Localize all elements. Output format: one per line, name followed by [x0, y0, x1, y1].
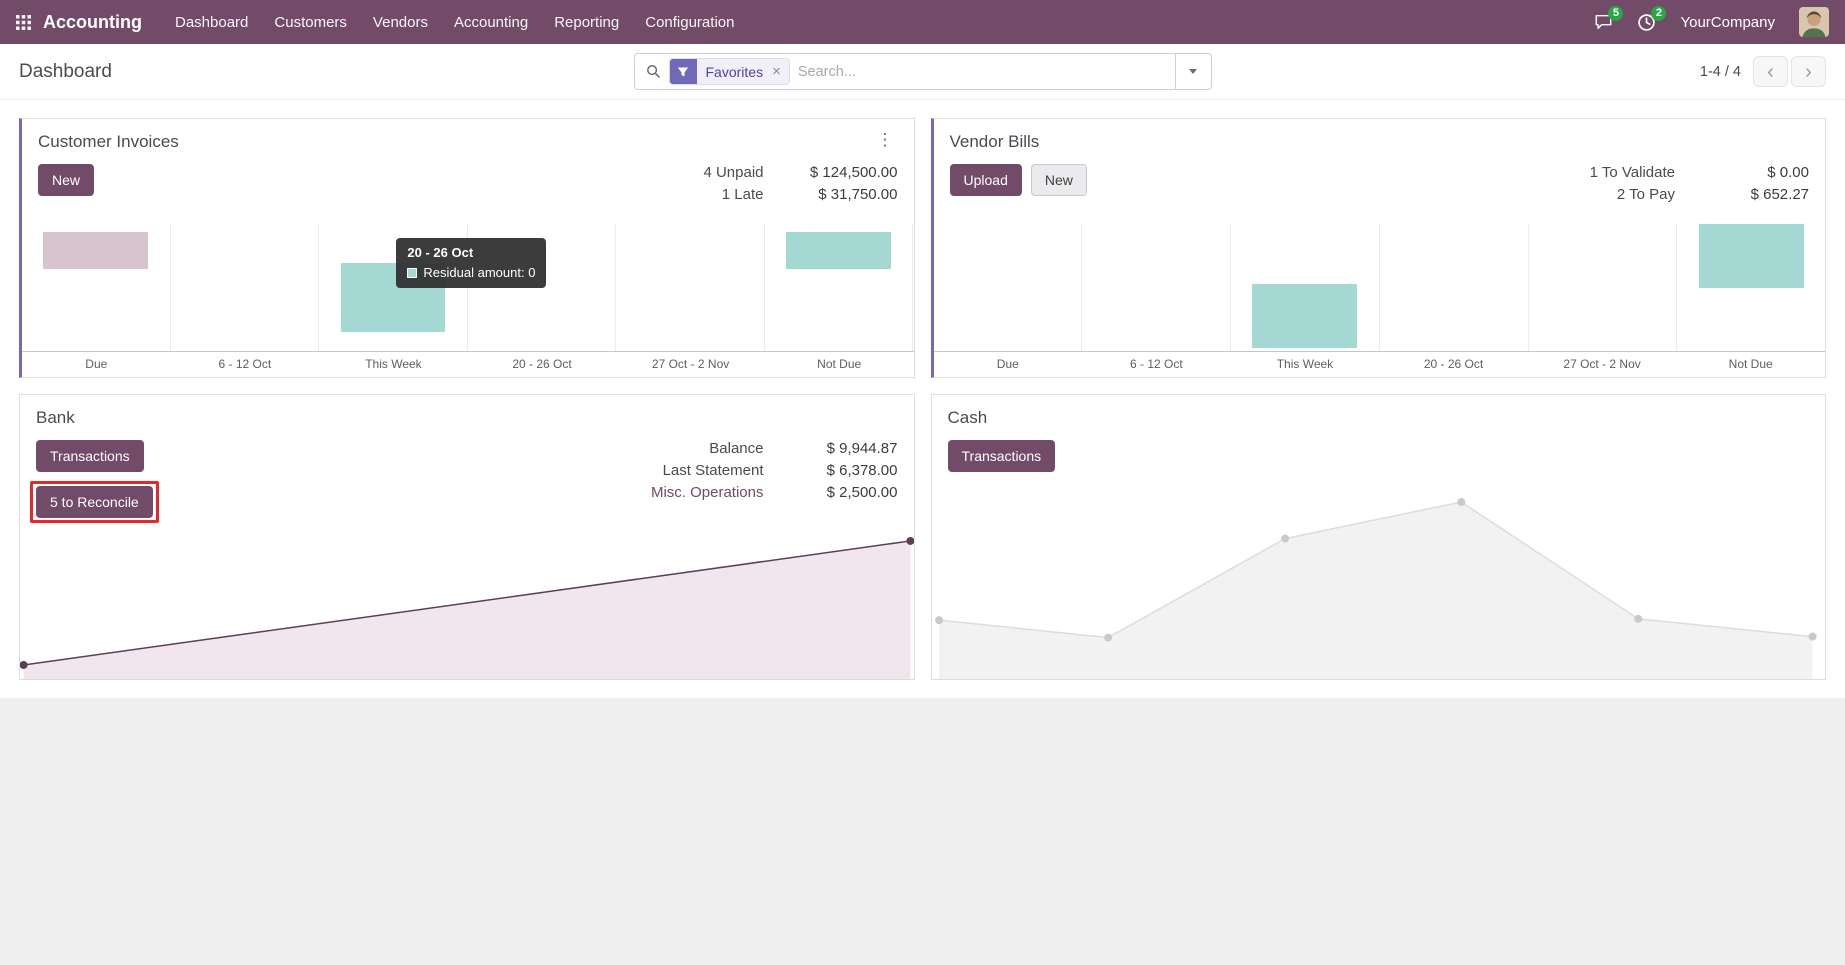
cash-line-chart: [932, 495, 1826, 679]
messages-icon[interactable]: 5: [1594, 6, 1624, 31]
bank-transactions-button[interactable]: Transactions: [36, 440, 144, 472]
search-input[interactable]: [797, 63, 1175, 80]
card-customer-invoices: Customer Invoices ⋮ New 4 Unpaid $ 124,5…: [19, 118, 915, 378]
activities-clock-icon[interactable]: 2: [1637, 5, 1667, 32]
customer-invoices-bar-chart: 20 - 26 Oct Residual amount: 0 Due 6 - 1…: [22, 224, 914, 377]
tooltip-swatch: [407, 267, 418, 278]
pager: 1-4 / 4 ‹ ›: [1700, 56, 1826, 87]
menu-reporting[interactable]: Reporting: [554, 13, 620, 31]
stat-to-pay-label[interactable]: 2 To Pay: [1616, 186, 1675, 203]
axis-label: Not Due: [1728, 357, 1773, 371]
stat-unpaid-label[interactable]: 4 Unpaid: [703, 164, 764, 181]
card-title-customer-invoices[interactable]: Customer Invoices: [38, 132, 179, 151]
menu-configuration[interactable]: Configuration: [645, 13, 735, 31]
search-bar[interactable]: Favorites ×: [633, 53, 1212, 90]
axis-label: Due: [85, 357, 108, 371]
menu-dashboard[interactable]: Dashboard: [175, 13, 249, 31]
customer-invoices-stats: 4 Unpaid $ 124,500.00 1 Late $ 31,750.00: [703, 164, 897, 203]
bank-stats: Balance $ 9,944.87 Last Statement $ 6,37…: [651, 440, 898, 501]
area-chart-svg: [934, 497, 1817, 679]
card-title-vendor-bills[interactable]: Vendor Bills: [949, 132, 1040, 151]
axis-label: 6 - 12 Oct: [1130, 357, 1183, 371]
control-panel: Dashboard Favorites × 1-4 / 4 ‹ ›: [0, 44, 1845, 100]
x-axis-labels: Due 6 - 12 Oct This Week 20 - 26 Oct 27 …: [22, 352, 914, 377]
company-name[interactable]: YourCompany: [1680, 13, 1775, 31]
card-title-bank[interactable]: Bank: [36, 408, 75, 427]
stat-misc-operations-value: $ 2,500.00: [826, 484, 898, 501]
area-chart-svg: [20, 536, 914, 679]
dashboard-grid: Customer Invoices ⋮ New 4 Unpaid $ 124,5…: [0, 100, 1845, 698]
bar: [786, 232, 892, 270]
stat-to-validate-label[interactable]: 1 To Validate: [1589, 164, 1675, 181]
card-title-cash[interactable]: Cash: [947, 408, 988, 427]
annotation-highlight-box: 5 to Reconcile: [30, 481, 159, 523]
card-bank: Bank Transactions 5 to Reconcile Balance…: [19, 394, 915, 680]
search-icon: [646, 64, 661, 79]
page-background: [0, 698, 1845, 965]
axis-label: This Week: [365, 357, 422, 371]
pager-next-button[interactable]: ›: [1791, 56, 1826, 87]
stat-misc-operations-label[interactable]: Misc. Operations: [650, 484, 764, 501]
bank-reconcile-button[interactable]: 5 to Reconcile: [36, 486, 153, 518]
top-navbar: Accounting Dashboard Customers Vendors A…: [0, 0, 1845, 44]
facet-close-icon[interactable]: ×: [772, 59, 789, 84]
stat-to-pay-value: $ 652.27: [1750, 186, 1809, 203]
apps-grid-icon[interactable]: [16, 14, 31, 30]
filter-funnel-icon: [669, 59, 697, 84]
stat-last-statement-label: Last Statement: [662, 462, 764, 479]
stat-late-label[interactable]: 1 Late: [721, 186, 764, 203]
app-name[interactable]: Accounting: [43, 11, 142, 32]
pager-previous-button[interactable]: ‹: [1753, 56, 1788, 87]
tooltip-text: Residual amount: 0: [423, 265, 536, 280]
axis-label: This Week: [1276, 357, 1334, 371]
axis-label: Not Due: [817, 357, 862, 371]
main-menu: Dashboard Customers Vendors Accounting R…: [164, 6, 745, 39]
card-cash: Cash Transactions: [930, 394, 1826, 680]
activities-badge: 2: [1651, 5, 1667, 21]
axis-label: 27 Oct - 2 Nov: [1563, 357, 1641, 371]
stat-to-validate-value: $ 0.00: [1767, 164, 1809, 181]
search-facet-favorites: Favorites ×: [668, 58, 790, 85]
pager-value: 1-4 / 4: [1699, 63, 1741, 80]
stat-late-value: $ 31,750.00: [818, 186, 898, 203]
kebab-menu-icon[interactable]: ⋮: [876, 130, 894, 149]
navbar-systray: 5 2 YourCompany: [1594, 5, 1829, 37]
stat-last-statement-value: $ 6,378.00: [826, 462, 898, 479]
bar: [43, 232, 149, 270]
cash-transactions-button[interactable]: Transactions: [947, 440, 1056, 472]
customer-invoices-new-button[interactable]: New: [38, 164, 95, 196]
menu-accounting[interactable]: Accounting: [453, 13, 529, 31]
axis-label: 27 Oct - 2 Nov: [651, 357, 730, 371]
axis-label: 6 - 12 Oct: [218, 357, 272, 371]
card-vendor-bills: Vendor Bills Upload New 1 To Validate $ …: [930, 118, 1826, 378]
chevron-down-icon: [1189, 69, 1197, 74]
axis-label: 20 - 26 Oct: [512, 357, 572, 371]
axis-label: 20 - 26 Oct: [1423, 357, 1484, 371]
messages-badge: 5: [1608, 6, 1624, 21]
x-axis-labels: Due 6 - 12 Oct This Week 20 - 26 Oct 27 …: [934, 352, 1826, 377]
bar: [1698, 224, 1804, 288]
tooltip-title: 20 - 26 Oct: [407, 245, 474, 260]
vendor-bills-new-button[interactable]: New: [1030, 164, 1087, 196]
menu-customers[interactable]: Customers: [274, 13, 347, 31]
stat-balance-label: Balance: [709, 440, 764, 457]
avatar[interactable]: [1799, 7, 1829, 37]
vendor-bills-bar-chart: Due 6 - 12 Oct This Week 20 - 26 Oct 27 …: [933, 224, 1826, 377]
bank-line-chart: [20, 523, 914, 679]
vendor-bills-stats: 1 To Validate $ 0.00 2 To Pay $ 652.27: [1590, 164, 1809, 203]
stat-unpaid-value: $ 124,500.00: [809, 164, 898, 181]
bar: [1252, 283, 1358, 349]
search-dropdown-toggle[interactable]: [1174, 54, 1211, 89]
chart-tooltip: 20 - 26 Oct Residual amount: 0: [396, 238, 547, 288]
menu-vendors[interactable]: Vendors: [372, 13, 428, 31]
axis-label: Due: [996, 357, 1019, 371]
vendor-bills-upload-button[interactable]: Upload: [949, 164, 1022, 196]
page-title: Dashboard: [19, 60, 112, 82]
facet-label: Favorites: [696, 59, 773, 84]
stat-balance-value: $ 9,944.87: [826, 440, 898, 457]
